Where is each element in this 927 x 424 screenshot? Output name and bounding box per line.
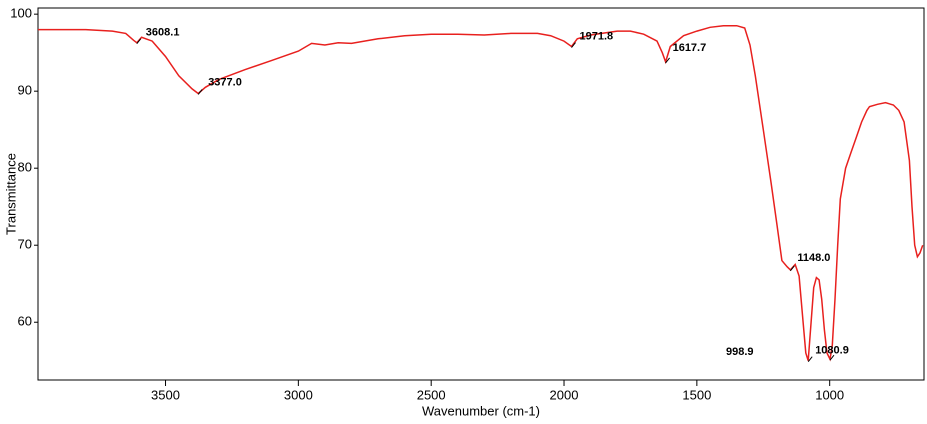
- x-tick-label: 2500: [417, 387, 446, 402]
- y-tick-label: 70: [18, 237, 32, 252]
- x-tick-label: 1000: [815, 387, 844, 402]
- peak-marker: [197, 89, 203, 95]
- peak-marker: [136, 38, 142, 44]
- peak-label: 1971.8: [580, 30, 614, 42]
- peak-label: 3608.1: [146, 27, 180, 39]
- peak-marker: [807, 356, 813, 363]
- x-tick-label: 2000: [550, 387, 579, 402]
- y-tick-label: 60: [18, 314, 32, 329]
- y-tick-label: 80: [18, 160, 32, 175]
- peak-marker: [665, 57, 670, 64]
- peak-label: 3377.0: [208, 76, 242, 88]
- x-tick-label: 3500: [151, 387, 180, 402]
- x-axis-title: Wavenumber (cm-1): [422, 403, 540, 418]
- peak-marker: [789, 265, 795, 272]
- y-tick-label: 90: [18, 83, 32, 98]
- plot-frame: [37, 7, 925, 381]
- peak-label: 998.9: [726, 346, 754, 358]
- spectrum-line: [38, 24, 924, 362]
- y-axis-title: Transmittance: [3, 153, 18, 235]
- peak-label: 1080.9: [815, 345, 849, 357]
- peak-label: 1617.7: [673, 42, 707, 54]
- x-tick-label: 1500: [682, 387, 711, 402]
- peak-marker: [829, 354, 835, 361]
- peak-label: 1148.0: [797, 252, 830, 264]
- y-tick-label: 100: [10, 6, 32, 21]
- x-tick-label: 3000: [284, 387, 313, 402]
- peak-marker: [571, 42, 576, 48]
